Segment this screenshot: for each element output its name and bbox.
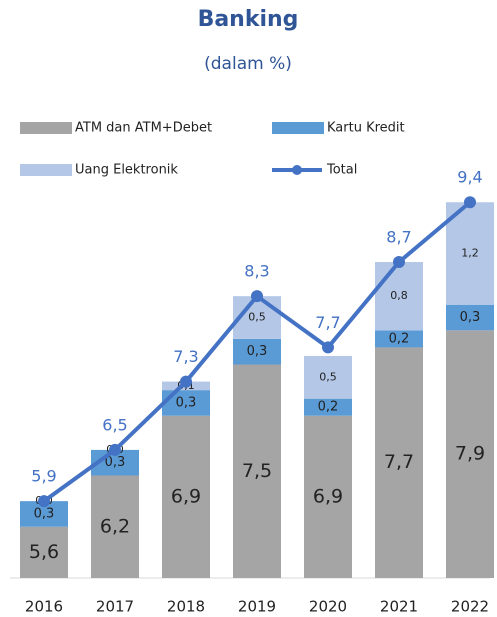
data-label: 0,3 [176,395,197,410]
bar-segment [304,398,352,416]
data-label: 0,5 [319,370,337,383]
bar-segment [233,338,281,365]
bar-segment [375,262,423,331]
legend-swatch [272,122,324,134]
bar-segment [446,330,494,578]
data-label: 6,9 [171,485,201,507]
data-label: 0,3 [34,506,55,521]
legend-label: Kartu Kredit [327,121,405,136]
data-label: 0,5 [248,311,266,324]
total-marker [251,290,263,303]
total-marker [322,341,334,354]
bar-segment [304,355,352,399]
bar-segment [375,347,423,578]
data-label: 0,2 [318,400,339,415]
legend-marker [292,165,302,175]
total-marker [464,196,476,209]
legend-label: Uang Elektronik [75,163,178,178]
total-marker [393,256,405,269]
data-label: 5,6 [29,541,59,563]
x-tick-label: 2020 [309,598,347,616]
bar-segment [233,364,281,578]
data-label: 0,3 [460,310,481,325]
bar-segment [162,415,210,578]
x-tick-label: 2019 [238,598,276,616]
data-label: 0,8 [390,289,408,302]
data-label: 6,9 [313,485,343,507]
x-tick-label: 2021 [380,598,418,616]
chart-title: Banking [198,7,299,32]
x-tick-label: 2017 [96,598,134,616]
legend-label: Total [326,163,357,178]
data-label: 0,3 [105,455,126,470]
total-label: 7,7 [315,313,340,332]
data-label: 1,2 [461,246,479,259]
total-label: 8,3 [244,262,269,281]
bar-segment [446,202,494,305]
data-label: 0,2 [389,331,410,346]
total-label: 5,9 [31,467,56,486]
chart-subtitle: (dalam %) [204,54,292,74]
x-tick-label: 2022 [451,598,489,616]
total-label: 9,4 [457,168,482,187]
x-tick-label: 2018 [167,598,205,616]
bar-segment [446,304,494,331]
data-label: 7,5 [242,460,272,482]
legend-label: ATM dan ATM+Debet [75,121,212,136]
x-tick-label: 2016 [25,598,63,616]
total-label: 8,7 [386,228,411,247]
bar-segment [20,526,68,578]
data-label: 6,2 [100,515,130,537]
total-label: 7,3 [173,347,198,366]
total-marker [109,443,121,456]
data-label: 0,3 [247,344,268,359]
legend-swatch [20,122,72,134]
legend-swatch [20,164,72,176]
total-label: 6,5 [102,415,127,434]
bar-segment [375,330,423,348]
bar-segment [91,475,139,578]
data-label: 7,7 [384,451,414,473]
total-marker [38,495,50,508]
total-marker [180,375,192,388]
data-label: 7,9 [455,443,485,465]
bar-segment [304,415,352,578]
